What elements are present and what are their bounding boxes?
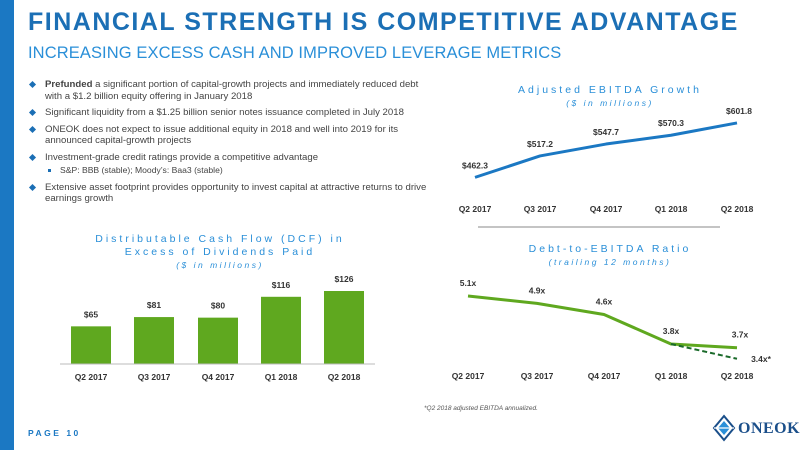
ebitda-x-tick-label: Q3 2017 (524, 204, 557, 214)
dcf-title-text: Distributable Cash Flow (DCF) in Excess … (95, 233, 345, 258)
bullet-text: Extensive asset footprint provides oppor… (45, 181, 427, 205)
debt-chart-title: Debt-to-EBITDA Ratio (trailing 12 months… (490, 243, 730, 269)
dcf-x-tick-label: Q3 2017 (138, 372, 171, 382)
bullet-item: Investment-grade credit ratings provide … (28, 151, 435, 164)
dcf-bar-label: $80 (211, 301, 225, 311)
debt-title-text: Debt-to-EBITDA Ratio (528, 243, 692, 255)
debt-data-label: 3.8x (663, 326, 680, 336)
debt-data-label: 5.1x (460, 278, 477, 288)
ebitda-series-line (474, 121, 738, 179)
dcf-x-tick-label: Q2 2018 (328, 372, 361, 382)
debt-x-tick-label: Q2 2018 (721, 371, 754, 381)
dcf-bar-label: $126 (335, 274, 354, 284)
ebitda-data-label: $462.3 (462, 160, 488, 170)
dcf-bar-label: $65 (84, 309, 98, 319)
dcf-chart-title: Distributable Cash Flow (DCF) in Excess … (70, 233, 370, 272)
bullet-lead: Prefunded (45, 79, 93, 90)
ebitda-data-label: $547.7 (593, 127, 619, 137)
debt-units: (trailing 12 months) (548, 257, 672, 267)
bullet-list: Prefunded a significant portion of capit… (28, 79, 435, 210)
page-number: PAGE 10 (28, 428, 81, 438)
debt-data-label: 3.7x (732, 330, 749, 340)
sub-bullet-item: S&P: BBB (stable); Moody’s: Baa3 (stable… (30, 165, 435, 177)
ebitda-data-label: $517.2 (527, 139, 553, 149)
oneok-logo-icon (712, 414, 736, 442)
dcf-bar (134, 317, 174, 364)
debt-annualized-dashed-line (670, 343, 738, 360)
dcf-units: ($ in millions) (176, 260, 264, 270)
bullet-item: Extensive asset footprint provides oppor… (28, 181, 435, 205)
bullet-text: S&P: BBB (stable); Moody’s: Baa3 (stable… (60, 165, 223, 175)
debt-annualized-label: 3.4x* (751, 354, 772, 364)
dcf-x-tick-label: Q1 2018 (265, 372, 298, 382)
oneok-logo: ONEOK (712, 414, 800, 444)
slide-title: FINANCIAL STRENGTH IS COMPETITIVE ADVANT… (28, 8, 739, 36)
bullet-item: ONEOK does not expect to issue additiona… (28, 123, 435, 147)
side-accent-bar (0, 0, 14, 450)
dcf-x-tick-label: Q2 2017 (75, 372, 108, 382)
ebitda-chart-title: Adjusted EBITDA Growth ($ in millions) (490, 84, 730, 110)
debt-series-line (467, 294, 738, 350)
bullet-text: ONEOK does not expect to issue additiona… (45, 123, 399, 147)
oneok-logo-text: ONEOK (738, 420, 800, 437)
dcf-bar (261, 296, 301, 364)
debt-x-tick-label: Q4 2017 (588, 371, 621, 381)
ebitda-data-label: $601.8 (726, 106, 752, 116)
ebitda-data-label: $570.3 (658, 118, 684, 128)
dcf-bar-label: $116 (272, 280, 291, 290)
slide-subtitle: INCREASING EXCESS CASH AND IMPROVED LEVE… (28, 44, 562, 62)
ebitda-units: ($ in millions) (566, 98, 654, 108)
ebitda-x-tick-label: Q2 2017 (459, 204, 492, 214)
dcf-bar (198, 317, 238, 364)
sub-bullet-marker (48, 169, 51, 172)
debt-x-tick-label: Q3 2017 (521, 371, 554, 381)
bullet-text: a significant portion of capital-growth … (45, 79, 419, 102)
debt-data-label: 4.9x (529, 285, 546, 295)
ebitda-title-text: Adjusted EBITDA Growth (518, 84, 702, 96)
dcf-bar-label: $81 (147, 300, 161, 310)
debt-x-tick-label: Q1 2018 (655, 371, 688, 381)
ebitda-x-tick-label: Q2 2018 (721, 204, 754, 214)
dcf-bar (324, 291, 364, 364)
footnote: *Q2 2018 adjusted EBITDA annualized. (424, 405, 538, 412)
bullet-text: Investment-grade credit ratings provide … (45, 151, 319, 163)
dcf-bar (71, 326, 111, 364)
debt-data-label: 4.6x (596, 296, 613, 306)
dcf-x-tick-label: Q4 2017 (202, 372, 235, 382)
ebitda-x-tick-label: Q4 2017 (590, 204, 623, 214)
ebitda-x-tick-label: Q1 2018 (655, 204, 688, 214)
debt-x-tick-label: Q2 2017 (452, 371, 485, 381)
bullet-text: Significant liquidity from a $1.25 billi… (45, 107, 404, 118)
bullet-item: Prefunded a significant portion of capit… (28, 79, 435, 102)
bullet-item: Significant liquidity from a $1.25 billi… (28, 107, 435, 119)
